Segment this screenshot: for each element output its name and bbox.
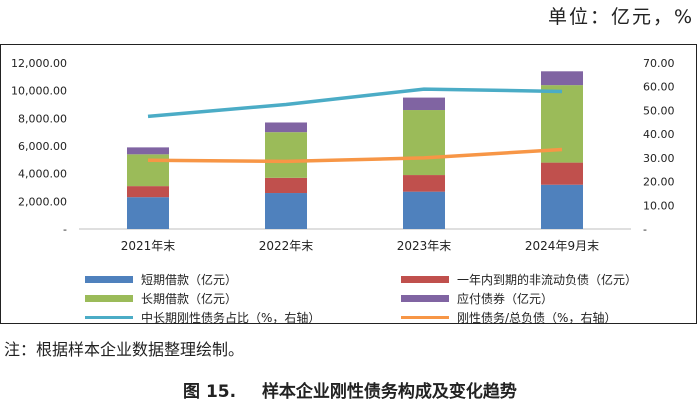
legend-label: 短期借款（亿元） [141, 273, 238, 287]
figure-caption: 图 15. 样本企业刚性债务构成及变化趋势 [0, 377, 700, 402]
caption-title: 样本企业刚性债务构成及变化趋势 [261, 382, 517, 402]
bar-segment [265, 132, 307, 178]
legend-item: 长期借款（亿元） [85, 290, 237, 307]
bar-segment [265, 193, 307, 229]
chart-note: 注：根据样本企业数据整理绘制。 [4, 340, 245, 359]
y-right-tick-label: 60.00 [643, 81, 675, 94]
bar-segment [127, 186, 169, 198]
bar-segment [127, 147, 169, 155]
x-tick-label: 2021年末 [121, 239, 176, 253]
legend-swatch [401, 316, 449, 319]
x-tick-label: 2023年末 [397, 239, 452, 253]
legend-label: 中长期刚性债务占比（%，右轴） [141, 311, 321, 325]
bar-segment [403, 191, 445, 229]
y-left-tick-label: 10,000.00 [11, 85, 67, 98]
legend-label: 一年内到期的非流动负债（亿元） [457, 273, 638, 287]
legend-item: 刚性债务/总负债（%，右轴） [401, 309, 616, 326]
series-line [147, 147, 563, 164]
legend-item: 一年内到期的非流动负债（亿元） [401, 271, 637, 288]
bar-segment [403, 110, 445, 176]
y-right-tick-label: 20.00 [643, 176, 675, 189]
y-left-tick-label: 4,000.00 [18, 168, 67, 181]
y-right-tick-label: - [643, 223, 647, 236]
y-left-tick-label: 6,000.00 [18, 140, 67, 153]
legend-swatch [85, 276, 133, 283]
bar-segment [541, 71, 583, 86]
bar-segment [541, 162, 583, 185]
y-right-tick-label: 10.00 [643, 199, 675, 212]
bar-segment [403, 97, 445, 111]
legend-swatch [401, 276, 449, 283]
chart-plot: - 2,000.00 4,000.00 6,000.00 8,000.00 10,000.… [11, 57, 675, 253]
y-left-tick-label: 12,000.00 [11, 57, 67, 70]
legend-item: 应付债券（亿元） [401, 290, 553, 307]
caption-number: 图 15. [183, 382, 237, 402]
legend-item: 中长期刚性债务占比（%，右轴） [85, 309, 320, 326]
bar-segment [403, 175, 445, 192]
legend-item: 短期借款（亿元） [85, 271, 237, 288]
legend-swatch [85, 295, 133, 302]
y-left-tick-label: 2,000.00 [18, 195, 67, 208]
bar-segment [127, 197, 169, 229]
x-tick-label: 2024年9月末 [525, 239, 599, 253]
bar-segment [265, 122, 307, 133]
y-left-tick-label: - [63, 223, 67, 236]
chart-frame: - 2,000.00 4,000.00 6,000.00 8,000.00 10,000.… [0, 44, 697, 326]
legend-label: 长期借款（亿元） [141, 292, 238, 306]
y-right-tick-label: 50.00 [643, 104, 675, 117]
y-right-tick-label: 70.00 [643, 57, 675, 70]
legend-label: 应付债券（亿元） [457, 292, 554, 306]
series-line [147, 87, 563, 119]
unit-label: 单位：亿元，% [547, 6, 694, 28]
bar-segment [541, 184, 583, 229]
y-left-tick-label: 8,000.00 [18, 112, 67, 125]
legend-swatch [401, 295, 449, 302]
legend-swatch [85, 316, 133, 319]
y-right-tick-label: 40.00 [643, 128, 675, 141]
legend-label: 刚性债务/总负债（%，右轴） [457, 311, 617, 325]
y-right-tick-label: 30.00 [643, 152, 675, 165]
bar-segment [265, 177, 307, 194]
x-tick-label: 2022年末 [259, 239, 314, 253]
